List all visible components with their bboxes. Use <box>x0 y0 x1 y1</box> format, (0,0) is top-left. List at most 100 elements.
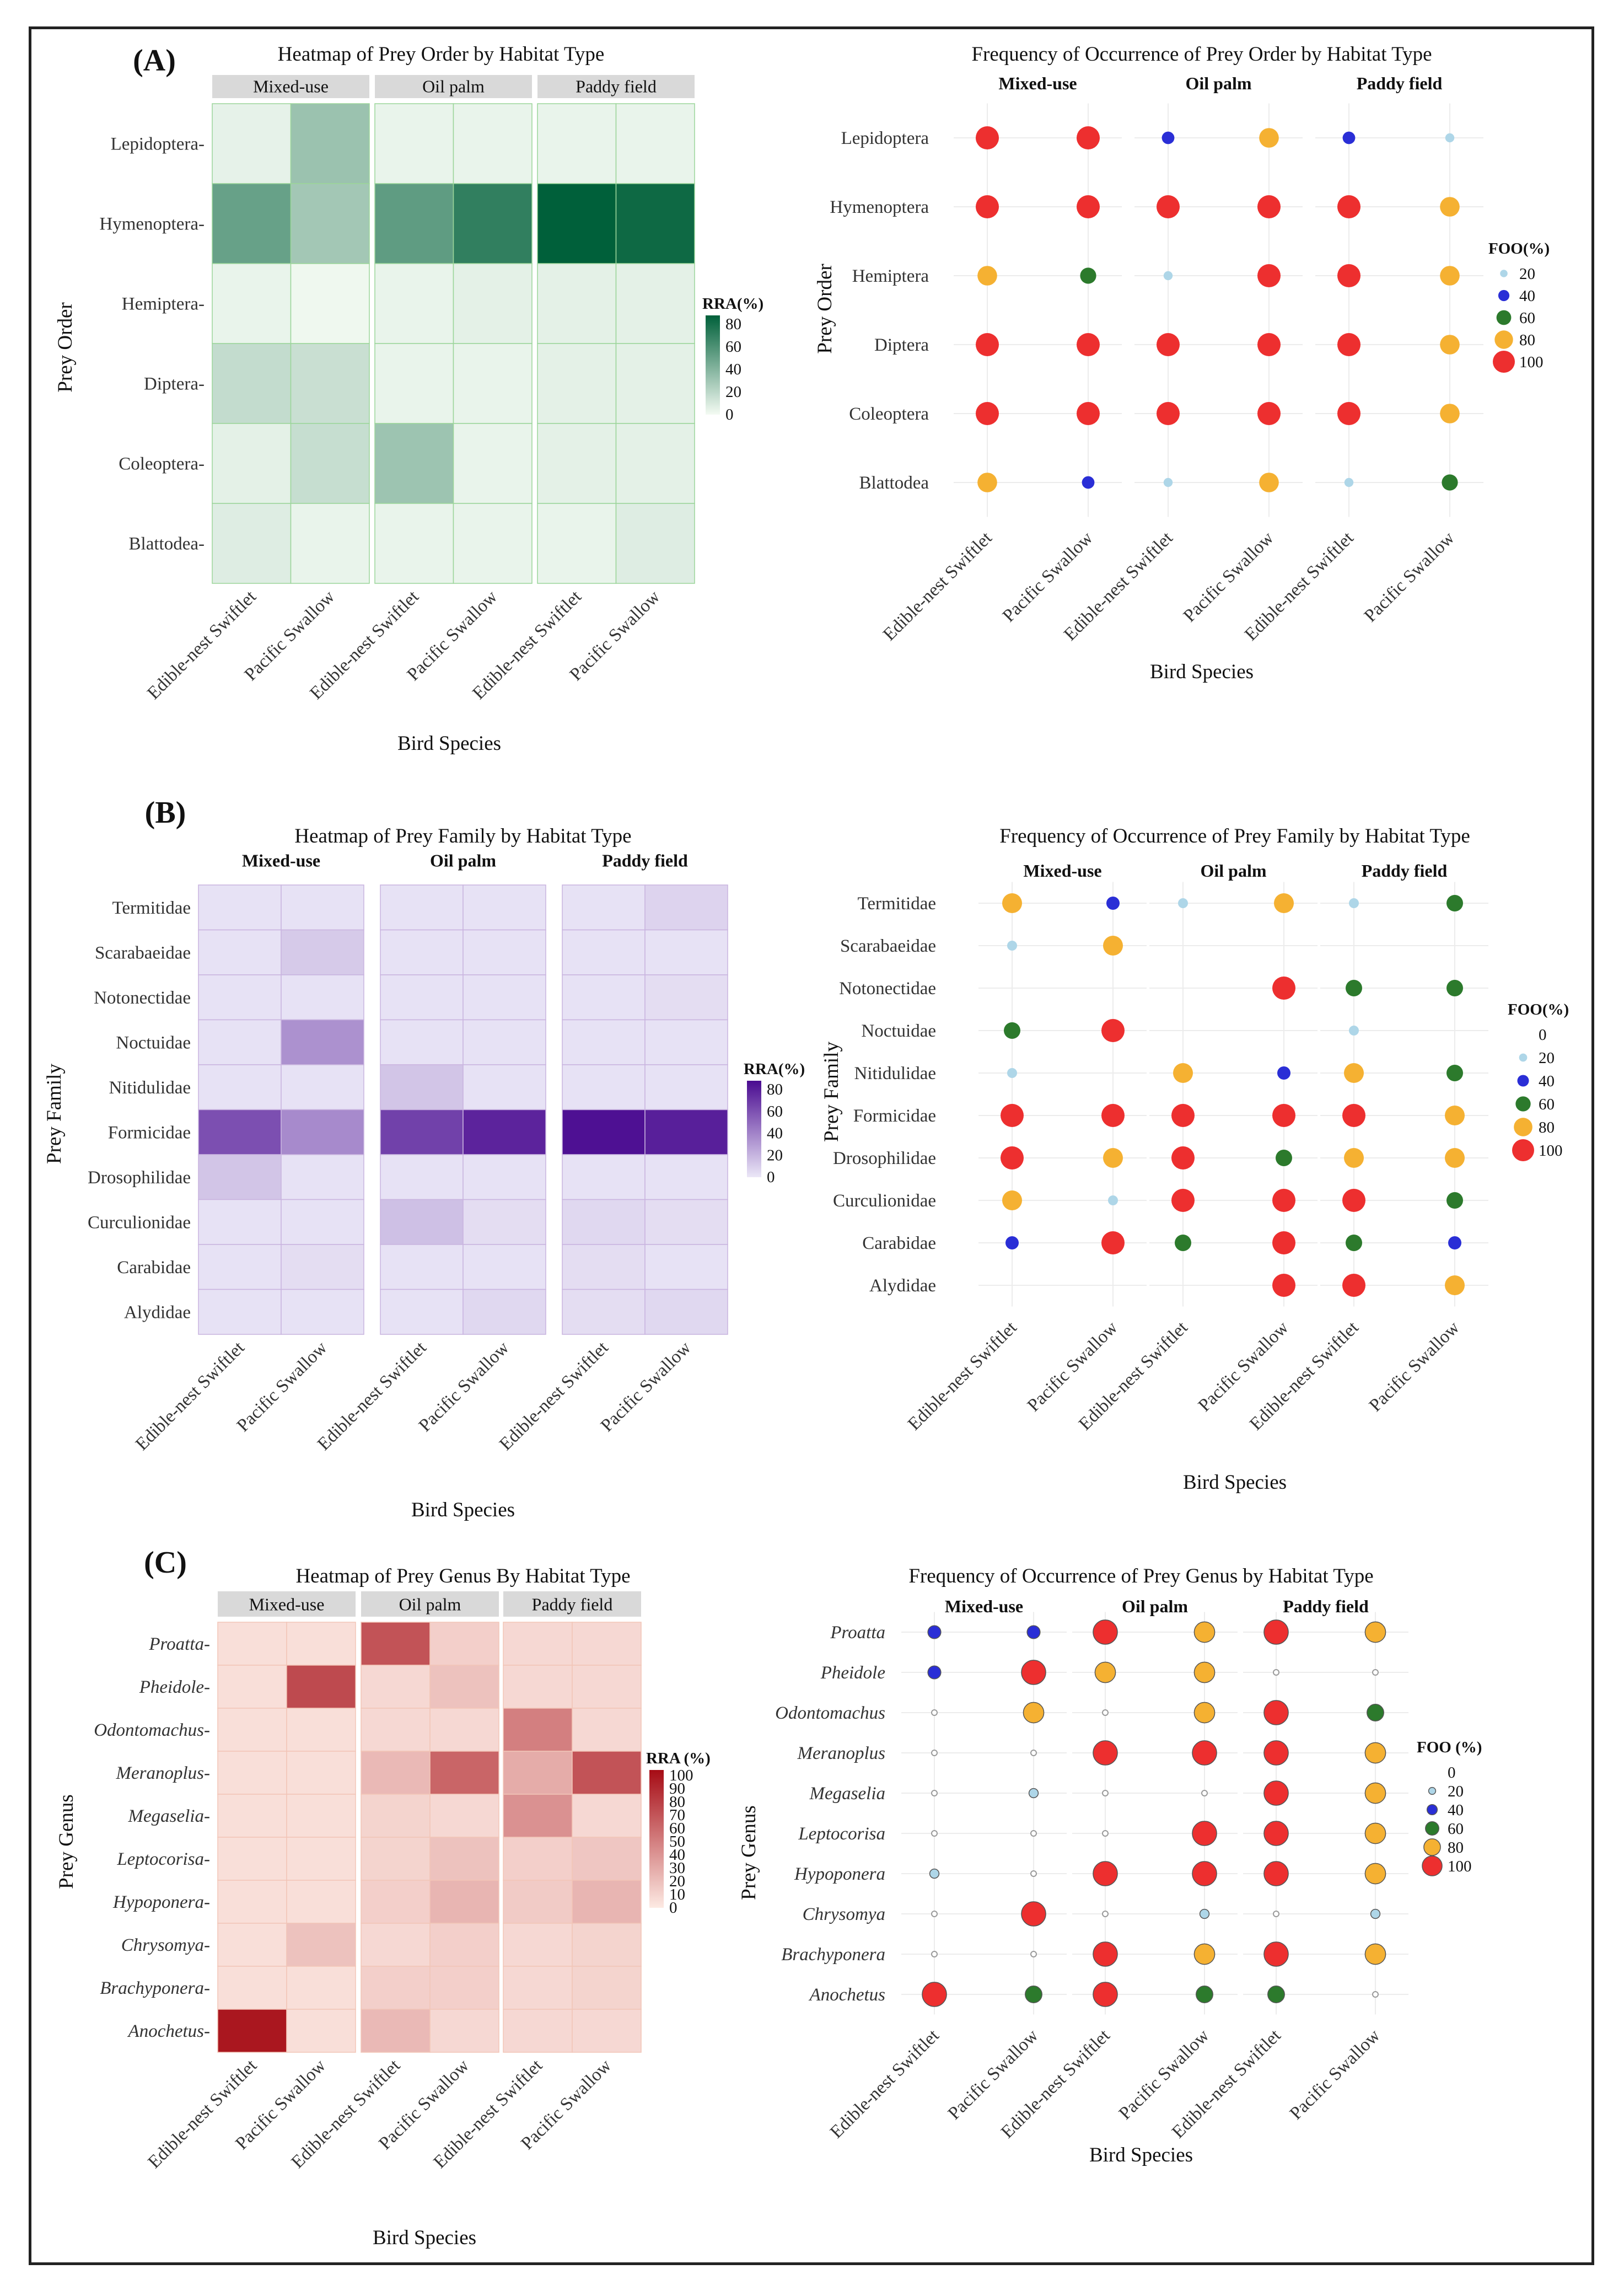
point-chrysomya-4 <box>1273 1911 1279 1917</box>
heat-cell-hymenoptera-oil-palm-1 <box>453 183 533 264</box>
heat-cell-curculionidae-mixed-use-0 <box>198 1199 282 1245</box>
legend-tick-0: 0 <box>767 1168 775 1186</box>
y-tick-label-alydidae: Alydidae <box>869 1276 936 1296</box>
facet-label-paddy-field: Paddy field <box>1362 861 1448 881</box>
point-scarabaeidae-1 <box>1103 936 1123 956</box>
legend-title: FOO(%) <box>1488 240 1550 258</box>
heat-cell-leptocorisa-oil-palm-1 <box>429 1837 499 1881</box>
point-odontomachus-4 <box>1263 1700 1289 1725</box>
heat-cell-nitidulidae-paddy-field-1 <box>644 1064 728 1111</box>
legend-title: FOO(%) <box>1508 1001 1569 1018</box>
y-tick-label-noctuidae: Noctuidae <box>116 1033 191 1053</box>
legend-tick-40: 40 <box>767 1125 783 1142</box>
heat-cell-formicidae-paddy-field-1 <box>644 1109 728 1155</box>
point-drosophilidae-0 <box>1001 1146 1024 1170</box>
facet-label-mixed-use: Mixed-use <box>242 851 320 871</box>
chart-title: Frequency of Occurrence of Prey Order by… <box>971 43 1432 66</box>
y-axis-title: Prey Order <box>814 264 836 353</box>
legend-tick-20: 20 <box>767 1146 783 1164</box>
heat-cell-diptera-oil-palm-0 <box>374 343 454 424</box>
legend-label-100: 100 <box>1448 1858 1472 1875</box>
legend-label-100: 100 <box>1519 353 1544 371</box>
facet-strip-mixed-use <box>218 1591 356 1617</box>
facet-label-paddy-field: Paddy field <box>1283 1596 1369 1616</box>
heat-cell-proatta-mixed-use-1 <box>286 1622 356 1666</box>
heat-cell-brachyponera-oil-palm-0 <box>361 1966 431 2010</box>
y-tick-label-carabidae: Carabidae <box>117 1258 191 1278</box>
point-odontomachus-3 <box>1193 1702 1216 1724</box>
point-carabidae-5 <box>1448 1236 1461 1249</box>
point-pheidole-0 <box>927 1665 942 1680</box>
point-diptera-4 <box>1337 333 1360 356</box>
heat-cell-drosophilidae-oil-palm-1 <box>463 1154 546 1200</box>
heat-cell-scarabaeidae-mixed-use-0 <box>198 929 282 975</box>
facet-label-mixed-use: Mixed-use <box>253 77 329 96</box>
legend-key-60 <box>1425 1821 1439 1836</box>
heat-cell-formicidae-oil-palm-0 <box>380 1109 464 1155</box>
y-tick-label-lepidoptera: Lepidoptera- <box>111 135 205 154</box>
point-termitidae-3 <box>1274 893 1294 913</box>
legend-title: RRA(%) <box>744 1060 805 1078</box>
point-coleoptera-1 <box>1077 402 1100 425</box>
point-odontomachus-2 <box>1102 1709 1109 1716</box>
point-chrysomya-3 <box>1199 1908 1210 1919</box>
point-meranoplus-3 <box>1192 1740 1217 1766</box>
point-brachyponera-5 <box>1364 1943 1386 1965</box>
legend-key-100 <box>1422 1855 1443 1876</box>
x-tick-label: Edible-nest Swiftlet <box>143 587 260 703</box>
facet-label-oil-palm: Oil palm <box>430 851 496 871</box>
legend-colorbar <box>747 1081 761 1177</box>
legend-tick-70: 70 <box>669 1806 685 1824</box>
heat-cell-odontomachus-oil-palm-0 <box>361 1708 431 1752</box>
heat-cell-blattodea-mixed-use-1 <box>290 503 370 584</box>
point-brachyponera-0 <box>931 1951 938 1957</box>
y-tick-label-megaselia: Megaselia- <box>128 1806 210 1826</box>
x-tick-label: Pacific Swallow <box>233 1338 331 1436</box>
point-meranoplus-1 <box>1030 1750 1037 1756</box>
y-tick-label-pheidole: Pheidole <box>820 1663 885 1683</box>
legend-tick-80: 80 <box>725 315 741 333</box>
point-diptera-5 <box>1440 335 1460 355</box>
point-hemiptera-1 <box>1080 267 1096 284</box>
facet-strip-paddy-field <box>503 1591 641 1617</box>
chart-title: Heatmap of Prey Genus By Habitat Type <box>295 1565 630 1587</box>
x-tick-label: Pacific Swallow <box>1360 528 1459 626</box>
chart-heat-family: (B) Heatmap of Prey Family by Habitat Typ… <box>43 796 805 1521</box>
heat-cell-diptera-paddy-field-1 <box>615 343 695 424</box>
point-brachyponera-1 <box>1030 1951 1037 1957</box>
heat-cell-alydidae-oil-palm-1 <box>463 1289 546 1335</box>
facet-label-oil-palm: Oil palm <box>1185 73 1251 93</box>
point-formicidae-4 <box>1342 1104 1365 1127</box>
heat-cell-nitidulidae-paddy-field-0 <box>562 1064 646 1111</box>
point-hymenoptera-4 <box>1337 195 1360 218</box>
point-hypoponera-1 <box>1030 1870 1037 1877</box>
legend-tick-60: 60 <box>767 1103 783 1120</box>
chart-foo-family: Frequency of Occurrence of Prey Family b… <box>820 825 1569 1494</box>
point-leptocorisa-3 <box>1192 1821 1217 1846</box>
point-hymenoptera-5 <box>1440 197 1460 217</box>
point-notonectidae-4 <box>1346 980 1362 996</box>
heat-cell-odontomachus-paddy-field-1 <box>572 1708 642 1752</box>
legend-key-40 <box>1498 289 1510 302</box>
heat-cell-pheidole-oil-palm-1 <box>429 1665 499 1709</box>
facet-strip-oil-palm <box>361 1591 499 1617</box>
point-meranoplus-5 <box>1364 1742 1386 1764</box>
legend-tick-40: 40 <box>725 361 741 378</box>
y-axis-title: Prey Genus <box>738 1805 760 1900</box>
y-tick-label-alydidae: Alydidae <box>124 1302 191 1322</box>
point-notonectidae-3 <box>1272 977 1295 1000</box>
y-tick-label-curculionidae: Curculionidae <box>88 1213 191 1232</box>
y-tick-label-odontomachus: Odontomachus- <box>94 1720 210 1740</box>
heat-cell-termitidae-oil-palm-1 <box>463 884 546 931</box>
figure-frame <box>29 26 1594 2265</box>
heat-cell-leptocorisa-paddy-field-0 <box>503 1837 573 1881</box>
heat-cell-hemiptera-paddy-field-0 <box>537 263 617 344</box>
legend-key-80 <box>1494 330 1513 349</box>
legend-label-20: 20 <box>1519 265 1535 283</box>
y-tick-label-formicidae: Formicidae <box>108 1123 191 1142</box>
point-hemiptera-3 <box>1257 264 1281 287</box>
heat-cell-blattodea-paddy-field-0 <box>537 503 617 584</box>
y-tick-label-scarabaeidae: Scarabaeidae <box>95 943 191 963</box>
point-pheidole-4 <box>1273 1669 1279 1676</box>
heat-cell-brachyponera-oil-palm-1 <box>429 1966 499 2010</box>
